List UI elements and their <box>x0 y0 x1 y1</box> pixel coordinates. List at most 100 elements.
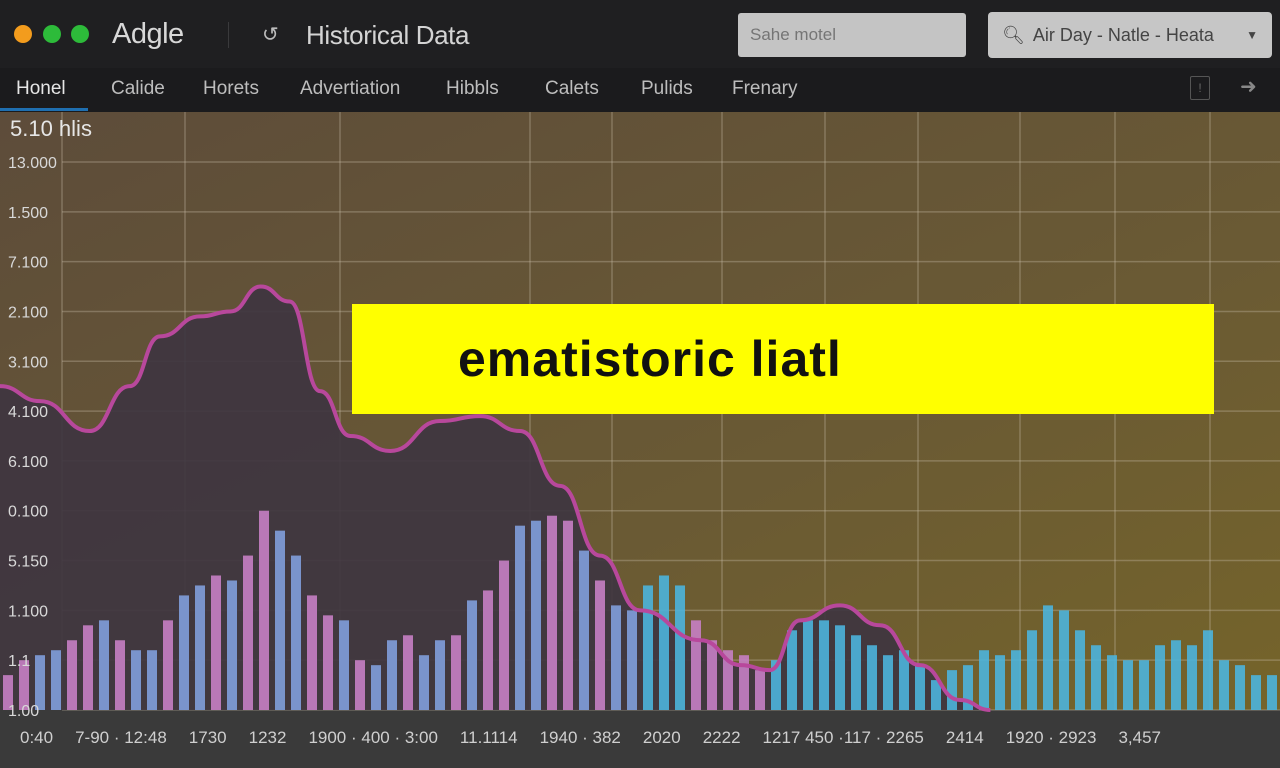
y-tick-label: 1.100 <box>8 603 48 620</box>
bar <box>1139 660 1149 710</box>
x-tick-label: 1900 · 400 · 3:00 <box>308 728 437 747</box>
bar <box>483 590 493 710</box>
bar <box>499 560 509 710</box>
tab-calets[interactable]: Calets <box>545 78 599 99</box>
bar <box>1011 650 1021 710</box>
bar <box>643 585 653 710</box>
window-fullscreen-button[interactable] <box>71 25 89 43</box>
bar <box>979 650 989 710</box>
tab-advertiation[interactable]: Advertiation <box>300 78 401 99</box>
bar <box>867 645 877 710</box>
tab-pulids[interactable]: Pulids <box>641 78 693 99</box>
title-bar: Adgle ↺ Historical Data 🔍︎ Air Day - Nat… <box>0 0 1280 68</box>
filter-select-value: Air Day - Natle - Heata <box>1032 24 1214 45</box>
tab-frenary[interactable]: Frenary <box>732 78 798 99</box>
y-tick-label: 3.100 <box>8 354 48 371</box>
bar <box>259 510 269 710</box>
x-tick-label: 2020 <box>643 728 681 747</box>
search-input[interactable] <box>738 13 966 57</box>
bar <box>163 620 173 710</box>
tab-bar: Honel Calide Horets Advertiation Hibbls … <box>0 68 1280 112</box>
arrow-right-icon[interactable]: ➜ <box>1240 76 1257 98</box>
bar <box>611 605 621 710</box>
bar <box>243 555 253 710</box>
bar <box>323 615 333 710</box>
bar <box>531 520 541 710</box>
banner-text: ematistoric liatl <box>458 331 842 387</box>
bar <box>1107 655 1117 710</box>
chart-title: 5.10 hlis <box>10 116 92 141</box>
bar <box>131 650 141 710</box>
bar <box>19 660 29 710</box>
search-icon: 🔍︎ <box>1002 24 1025 45</box>
active-tab-indicator <box>0 108 88 111</box>
bar <box>627 610 637 710</box>
x-tick-label: 0:40 <box>20 728 53 747</box>
banner: ematistoric liatl <box>352 304 1214 414</box>
bar <box>467 600 477 710</box>
x-tick-label: 2222 <box>703 728 741 747</box>
info-icon[interactable]: ! <box>1190 76 1210 100</box>
y-tick-label: 2.100 <box>8 304 48 321</box>
x-tick-label: 1730 <box>189 728 227 747</box>
x-tick-label: 11.1114 <box>460 728 518 747</box>
tab-horets[interactable]: Horets <box>203 78 259 99</box>
bar <box>1075 630 1085 710</box>
y-tick-label: 0.100 <box>8 504 48 521</box>
x-tick-label: 3,457 <box>1118 728 1161 747</box>
bar <box>899 650 909 710</box>
tab-honel[interactable]: Honel <box>16 78 66 99</box>
bar <box>563 520 573 710</box>
x-tick-label: 2414 <box>946 728 984 747</box>
bar <box>1027 630 1037 710</box>
bar <box>419 655 429 710</box>
y-tick-label: 7.100 <box>8 255 48 272</box>
bar <box>195 585 205 710</box>
bar <box>883 655 893 710</box>
x-tick-label: 1920 · 2923 <box>1006 728 1097 747</box>
bar <box>931 680 941 710</box>
chart: 1.00 1.1 1.100 5.150 0.100 6.100 4.100 3.100 2.1… <box>0 112 1280 768</box>
window-minimize-button[interactable] <box>14 25 32 43</box>
x-tick-label: 7-90 · 12:48 <box>75 728 167 747</box>
bar <box>35 655 45 710</box>
tab-hibbls[interactable]: Hibbls <box>446 78 499 99</box>
bar <box>227 580 237 710</box>
y-tick-label: 1.1 <box>8 653 30 670</box>
bar <box>1155 645 1165 710</box>
bar <box>179 595 189 710</box>
y-tick-label: 1.00 <box>8 703 39 720</box>
bar <box>579 550 589 710</box>
bar <box>403 635 413 710</box>
bar <box>851 635 861 710</box>
bar <box>803 620 813 710</box>
bar <box>115 640 125 710</box>
bar <box>787 630 797 710</box>
bar <box>1235 665 1245 710</box>
bar <box>291 555 301 710</box>
divider <box>228 22 229 48</box>
x-tick-label: 1940 · 382 <box>540 728 621 747</box>
bar <box>451 635 461 710</box>
y-tick-label: 13.000 <box>8 155 57 172</box>
bar <box>835 625 845 710</box>
bar <box>675 585 685 710</box>
page-title: Historical Data <box>306 20 470 50</box>
filter-select[interactable]: 🔍︎ Air Day - Natle - Heata ▼ <box>988 12 1272 58</box>
chevron-down-icon: ▼ <box>1246 28 1258 42</box>
app-name: Adgle <box>112 18 184 50</box>
bar <box>771 660 781 710</box>
bar <box>1203 630 1213 710</box>
bar <box>595 580 605 710</box>
bar <box>83 625 93 710</box>
x-tick-label: 1232 <box>249 728 287 747</box>
bar <box>387 640 397 710</box>
bar <box>1091 645 1101 710</box>
window-zoom-button[interactable] <box>43 25 61 43</box>
bar <box>339 620 349 710</box>
bar <box>707 640 717 710</box>
tab-calide[interactable]: Calide <box>111 78 165 99</box>
bar <box>51 650 61 710</box>
bar <box>1219 660 1229 710</box>
bar <box>1171 640 1181 710</box>
